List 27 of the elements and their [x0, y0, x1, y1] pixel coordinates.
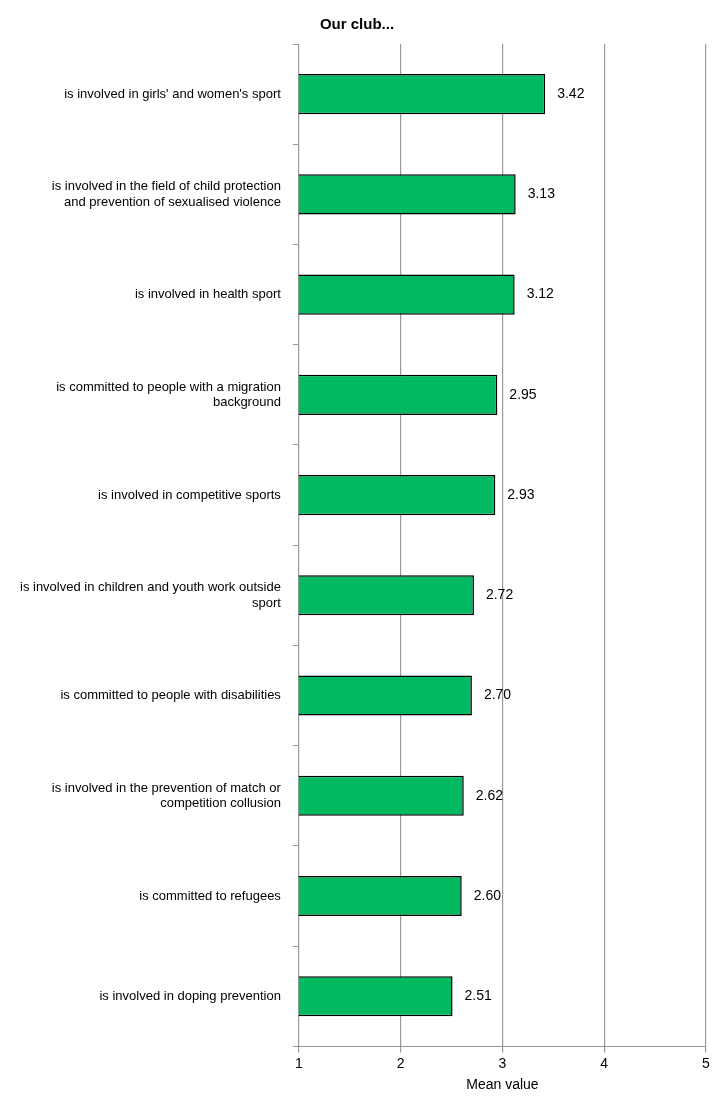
- y-tick-label: is committed to people with disabilities: [60, 687, 282, 703]
- x-tick-label: 5: [702, 1054, 711, 1071]
- y-tick-label: is committed to refugees: [139, 887, 282, 903]
- data-label: 2.93: [507, 485, 535, 502]
- data-label: 3.12: [526, 285, 555, 302]
- data-label: 2.70: [483, 686, 512, 703]
- data-label: 2.51: [464, 987, 493, 1004]
- y-tick-label: is involved in the prevention of match or competition collusion: [51, 779, 282, 811]
- y-tick-label: is involved in children and youth work outside sport: [19, 579, 282, 610]
- x-tick-label: 4: [600, 1054, 609, 1071]
- y-tick-label: is involved in health sport: [134, 286, 282, 302]
- y-tick-label: is involved in competitive sports: [98, 486, 282, 502]
- data-label: 2.60: [473, 886, 502, 903]
- data-label: 2.95: [509, 385, 537, 402]
- data-label: 2.62: [475, 786, 504, 803]
- data-label: 3.42: [557, 84, 585, 101]
- data-label: 2.72: [485, 586, 514, 603]
- x-tick-label: 1: [294, 1054, 303, 1071]
- chart-title: Our club...: [319, 15, 395, 33]
- x-tick-label: 3: [498, 1054, 507, 1071]
- y-tick-label: is committed to people with a migration background: [56, 378, 281, 410]
- x-tick-label: 2: [396, 1054, 405, 1071]
- y-tick-label: is involved in doping prevention: [99, 987, 281, 1003]
- y-tick-label: is involved in the field of child protection and prevention of sexualised violence: [51, 178, 281, 209]
- y-tick-label: is involved in girls' and women's sport: [64, 85, 282, 101]
- x-axis-title: Mean value: [466, 1076, 539, 1093]
- data-label: 3.13: [527, 185, 556, 202]
